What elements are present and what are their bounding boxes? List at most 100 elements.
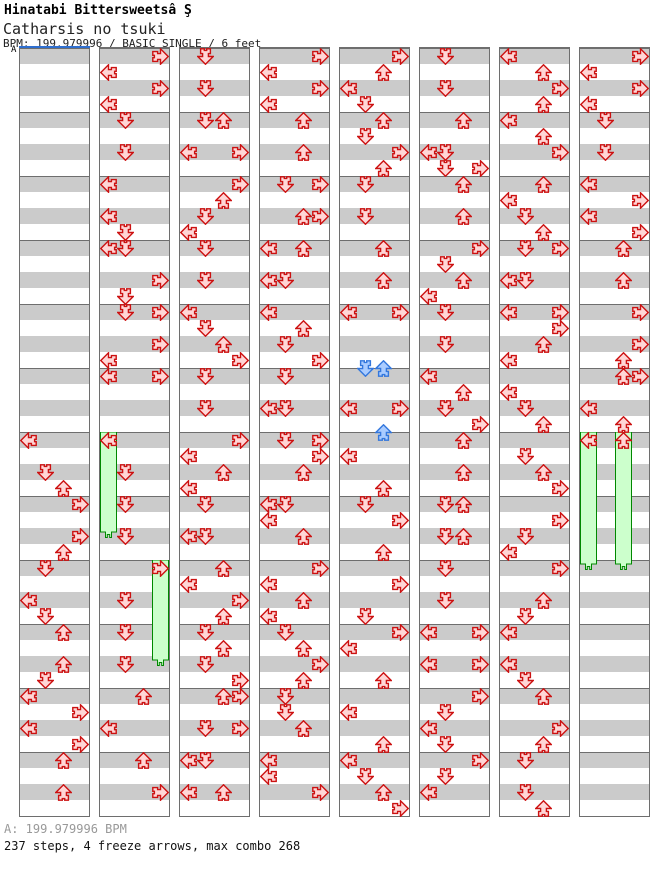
note-arrow-down <box>197 80 214 97</box>
note-arrow-up <box>455 272 472 289</box>
note-arrow-down <box>437 256 454 273</box>
section-a-label: A <box>11 45 17 55</box>
note-arrow-left <box>20 432 37 449</box>
note-arrow-left <box>100 720 117 737</box>
note-arrow-right <box>72 496 89 513</box>
note-arrow-down <box>197 240 214 257</box>
note-arrow-left <box>580 432 597 449</box>
note-arrow-down <box>117 496 134 513</box>
note-arrow-left <box>340 704 357 721</box>
note-arrow-right <box>472 752 489 769</box>
note-arrow-up <box>295 640 312 657</box>
freeze-bar-right <box>152 560 169 666</box>
note-arrow-down <box>277 624 294 641</box>
note-arrow-up <box>535 416 552 433</box>
note-arrow-down <box>357 496 374 513</box>
note-arrow-up <box>135 688 152 705</box>
note-arrow-down <box>197 720 214 737</box>
chart-column <box>419 47 490 817</box>
note-arrow-up <box>535 224 552 241</box>
note-arrow-left <box>260 400 277 417</box>
note-arrow-down <box>437 336 454 353</box>
note-arrow-right <box>392 304 409 321</box>
note-arrow-right <box>232 688 249 705</box>
note-arrow-down <box>197 496 214 513</box>
note-arrow-down <box>197 624 214 641</box>
note-arrow-left <box>180 784 197 801</box>
song-title: Catharsis no tsuki <box>3 20 166 38</box>
note-arrow-up <box>375 160 392 177</box>
note-arrow-right <box>392 512 409 529</box>
note-arrow-right <box>392 576 409 593</box>
chart-column <box>339 47 410 817</box>
note-arrow-down <box>197 112 214 129</box>
note-arrow-up <box>135 752 152 769</box>
note-arrow-down <box>277 496 294 513</box>
note-arrow-left <box>180 480 197 497</box>
note-arrow-right <box>472 160 489 177</box>
note-arrow-up <box>375 240 392 257</box>
note-arrow-up <box>55 784 72 801</box>
note-arrow-right <box>232 432 249 449</box>
chart-column <box>259 47 330 817</box>
note-arrow-up <box>455 112 472 129</box>
note-arrow-right <box>632 192 649 209</box>
note-arrow-up <box>615 240 632 257</box>
note-arrow-right <box>632 224 649 241</box>
note-arrow-down <box>357 208 374 225</box>
note-arrow-down <box>437 304 454 321</box>
note-arrow-down <box>117 592 134 609</box>
note-arrow-right <box>392 400 409 417</box>
note-arrow-left <box>260 240 277 257</box>
note-arrow-down <box>517 528 534 545</box>
note-arrow-down <box>117 464 134 481</box>
note-arrow-left <box>420 368 437 385</box>
note-arrow-right <box>392 48 409 65</box>
note-arrow-right <box>152 304 169 321</box>
note-arrow-right <box>152 272 169 289</box>
note-arrow-right <box>152 48 169 65</box>
note-arrow-left <box>500 304 517 321</box>
note-arrow-up <box>215 784 232 801</box>
note-arrow-left <box>260 96 277 113</box>
note-arrow-up <box>295 528 312 545</box>
note-arrow-left <box>180 448 197 465</box>
note-arrow-left <box>260 768 277 785</box>
note-arrow-down <box>517 752 534 769</box>
note-arrow-right <box>312 352 329 369</box>
freeze-bar-up <box>615 432 632 570</box>
note-arrow-left <box>100 352 117 369</box>
note-arrow-left <box>100 208 117 225</box>
note-arrow-left <box>580 176 597 193</box>
note-arrow-right <box>152 784 169 801</box>
note-arrow-right <box>552 480 569 497</box>
note-arrow-right <box>552 240 569 257</box>
note-arrow-down <box>197 320 214 337</box>
note-arrow-left <box>100 64 117 81</box>
note-arrow-right <box>552 80 569 97</box>
note-arrow-up <box>615 352 632 369</box>
note-arrow-left <box>420 784 437 801</box>
note-arrow-right <box>312 48 329 65</box>
note-arrow-up <box>215 112 232 129</box>
note-arrow-left <box>420 144 437 161</box>
note-arrow-right <box>632 48 649 65</box>
note-arrow-down <box>197 400 214 417</box>
note-arrow-right <box>552 144 569 161</box>
note-arrow-down <box>117 240 134 257</box>
note-arrow-right <box>152 560 169 577</box>
note-arrow-up <box>295 592 312 609</box>
note-arrow-right <box>632 336 649 353</box>
note-arrow-left <box>420 624 437 641</box>
note-arrow-left <box>420 656 437 673</box>
note-arrow-down <box>37 464 54 481</box>
note-arrow-down <box>197 528 214 545</box>
footer-bpm-text: A: 199.979996 BPM <box>4 822 127 836</box>
note-arrow-down <box>197 656 214 673</box>
chart-column <box>19 47 90 817</box>
note-arrow-left <box>100 96 117 113</box>
note-arrow-down <box>437 560 454 577</box>
note-arrow-down <box>597 112 614 129</box>
freeze-bar-left <box>100 432 117 538</box>
note-arrow-up <box>535 592 552 609</box>
